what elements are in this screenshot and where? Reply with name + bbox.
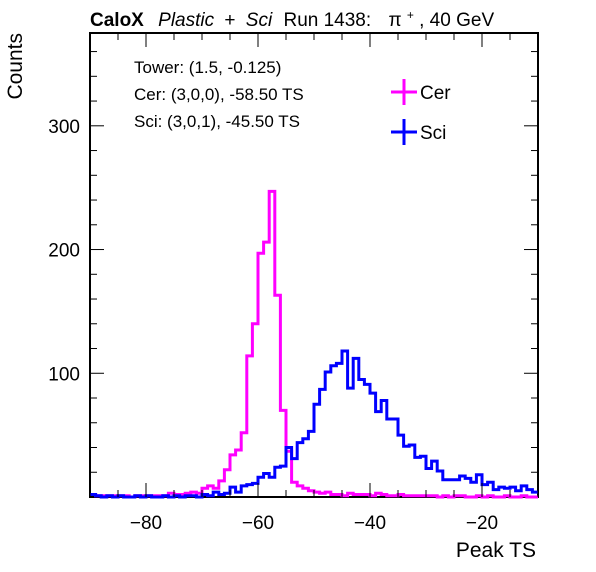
x-tick-label: −20 — [466, 513, 498, 534]
title-charge: + — [407, 8, 414, 22]
legend-label-sci: Sci — [420, 123, 446, 144]
title-bold: CaloX — [90, 10, 144, 31]
x-tick-label: −60 — [242, 513, 274, 534]
legend: Cer Sci — [391, 79, 451, 145]
svg-text:CaloX Plastic +: CaloX Plastic + Sci Run 1438: π + , 40 G… — [90, 3, 494, 31]
info-tower: Tower: (1.5, -0.125) — [134, 58, 281, 77]
sci-histogram-line — [90, 349, 538, 499]
x-axis-label: Peak TS — [456, 539, 536, 562]
info-sci: Sci: (3,0,1), -45.50 TS — [134, 112, 300, 131]
axes: −80 −60 −40 −20 100 200 300 — [48, 33, 539, 534]
legend-label-cer: Cer — [420, 83, 451, 104]
histogram-series — [90, 189, 538, 499]
y-axis-label: Counts — [4, 33, 27, 100]
y-tick-label: 200 — [48, 241, 80, 262]
title-italic-sci: Sci — [246, 10, 273, 31]
cer-histogram-line — [90, 189, 538, 499]
title-plus: + — [224, 10, 235, 31]
chart-title: CaloX Plastic + Sci Run 1438: π + , 40 G… — [90, 3, 494, 31]
y-tick-label: 100 — [48, 364, 80, 385]
legend-entry-sci: Sci — [391, 119, 446, 145]
title-run: Run 1438: — [283, 10, 371, 31]
x-tick-label: −80 — [130, 513, 162, 534]
info-box: Tower: (1.5, -0.125) Cer: (3,0,0), -58.5… — [118, 48, 358, 146]
x-tick-label: −40 — [354, 513, 386, 534]
title-energy: , 40 GeV — [419, 10, 494, 31]
y-tick-label: 300 — [48, 117, 80, 138]
title-particle: π — [388, 10, 401, 31]
title-italic-plastic: Plastic — [158, 10, 214, 31]
info-cer: Cer: (3,0,0), -58.50 TS — [134, 85, 304, 104]
info-box-background — [118, 48, 358, 146]
legend-entry-cer: Cer — [391, 79, 451, 105]
